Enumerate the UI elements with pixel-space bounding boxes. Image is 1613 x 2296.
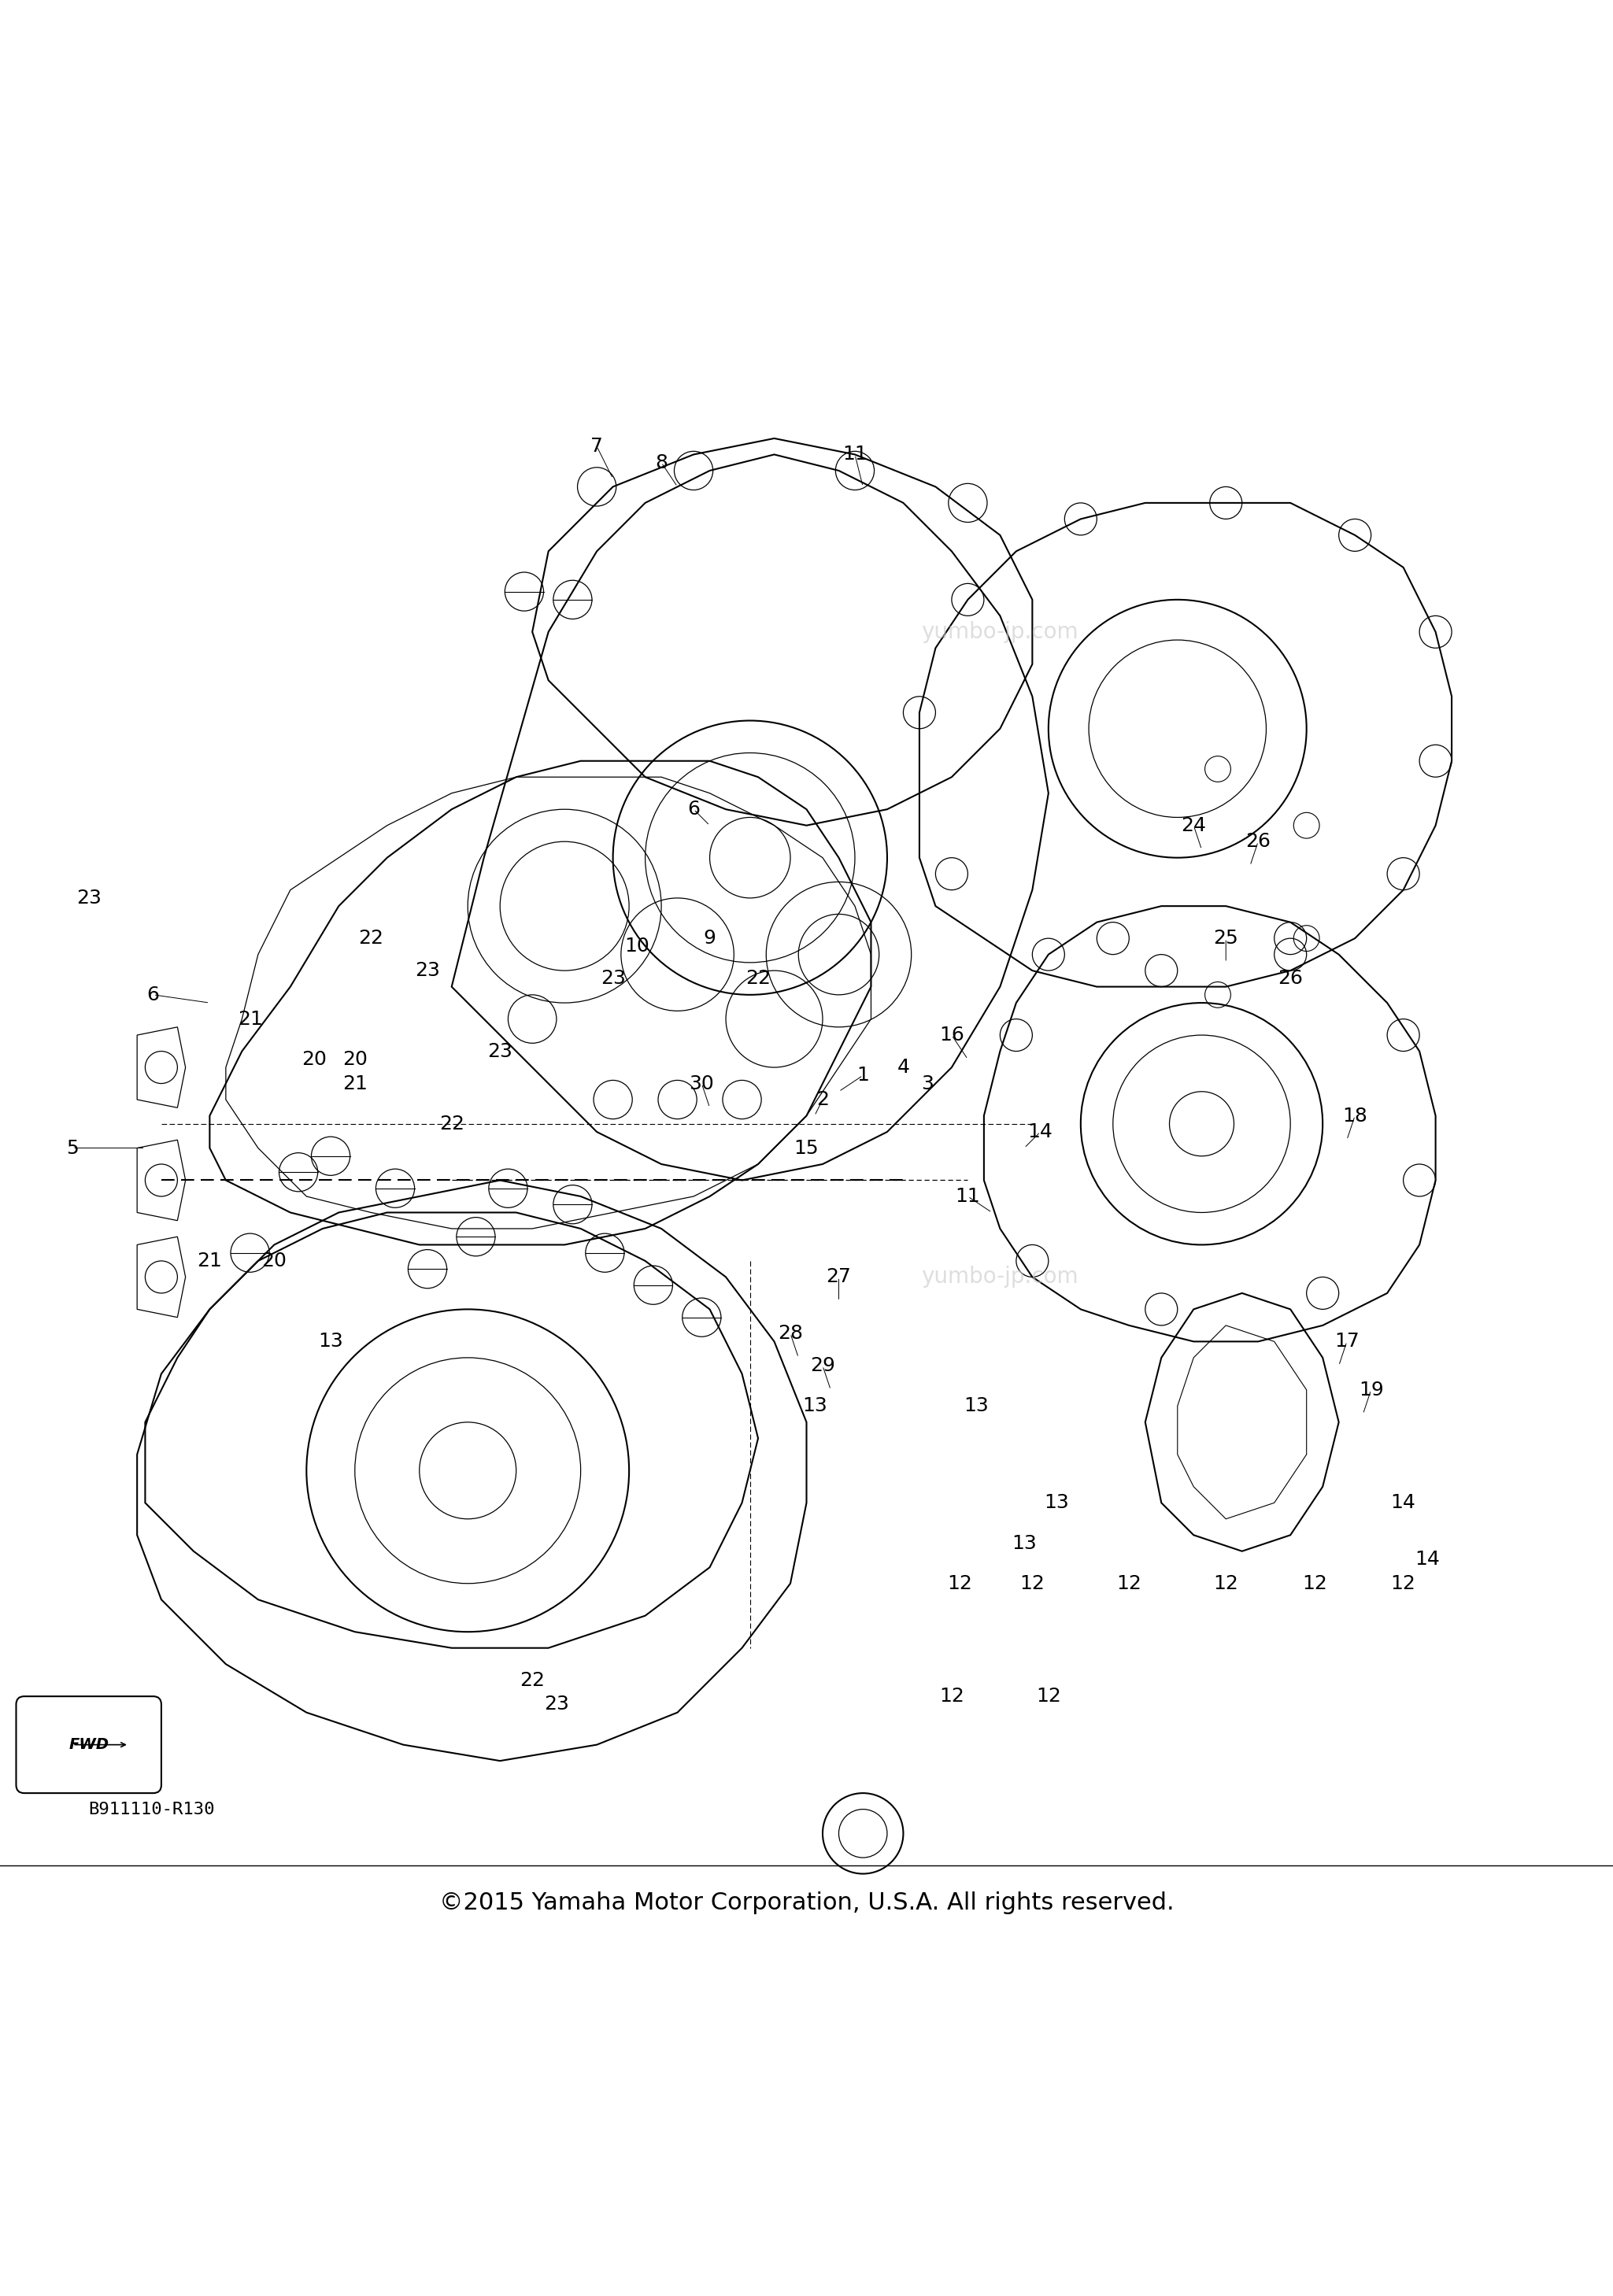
Text: 25: 25 (1213, 930, 1239, 948)
Text: 5: 5 (66, 1139, 79, 1157)
Text: 24: 24 (1181, 815, 1207, 836)
Text: 17: 17 (1334, 1332, 1360, 1350)
Text: 20: 20 (261, 1251, 287, 1270)
Text: 13: 13 (318, 1332, 344, 1350)
Text: 12: 12 (947, 1575, 973, 1593)
Text: 4: 4 (897, 1058, 910, 1077)
Text: 23: 23 (600, 969, 626, 987)
Text: 13: 13 (1044, 1492, 1069, 1513)
Text: 15: 15 (794, 1139, 819, 1157)
Text: 18: 18 (1342, 1107, 1368, 1125)
Text: 6: 6 (147, 985, 160, 1003)
Text: 26: 26 (1245, 831, 1271, 852)
Text: 23: 23 (76, 889, 102, 907)
Text: 30: 30 (689, 1075, 715, 1093)
Text: yumbo-jp.com: yumbo-jp.com (921, 1265, 1079, 1288)
Text: 12: 12 (1390, 1575, 1416, 1593)
Text: 8: 8 (655, 452, 668, 473)
Text: 22: 22 (745, 969, 771, 987)
Text: ©2015 Yamaha Motor Corporation, U.S.A. All rights reserved.: ©2015 Yamaha Motor Corporation, U.S.A. A… (439, 1892, 1174, 1915)
Text: 11: 11 (842, 445, 868, 464)
Text: 19: 19 (1358, 1380, 1384, 1398)
Text: 12: 12 (1019, 1575, 1045, 1593)
Text: 3: 3 (921, 1075, 934, 1093)
Text: 12: 12 (1302, 1575, 1327, 1593)
Text: FWD: FWD (69, 1738, 108, 1752)
Text: 12: 12 (1213, 1575, 1239, 1593)
Text: 26: 26 (1277, 969, 1303, 987)
Text: 28: 28 (777, 1325, 803, 1343)
Text: 13: 13 (802, 1396, 827, 1417)
Text: 12: 12 (1036, 1688, 1061, 1706)
Text: 1: 1 (857, 1065, 869, 1086)
Text: 7: 7 (590, 436, 603, 457)
Text: 12: 12 (1116, 1575, 1142, 1593)
Text: 21: 21 (342, 1075, 368, 1093)
Text: 14: 14 (1415, 1550, 1440, 1568)
Text: 22: 22 (439, 1114, 465, 1134)
Text: 14: 14 (1027, 1123, 1053, 1141)
Text: 20: 20 (302, 1049, 327, 1068)
Text: 21: 21 (237, 1010, 263, 1029)
Text: 23: 23 (544, 1694, 569, 1713)
Text: 20: 20 (342, 1049, 368, 1068)
Text: 13: 13 (963, 1396, 989, 1417)
Text: 10: 10 (624, 937, 650, 955)
Text: 21: 21 (197, 1251, 223, 1270)
Text: 13: 13 (1011, 1534, 1037, 1552)
Text: 27: 27 (826, 1267, 852, 1286)
Text: 2: 2 (816, 1091, 829, 1109)
Text: 12: 12 (939, 1688, 965, 1706)
Text: 23: 23 (415, 962, 440, 980)
Text: yumbo-jp.com: yumbo-jp.com (921, 620, 1079, 643)
Text: 29: 29 (810, 1357, 836, 1375)
Text: B911110-R130: B911110-R130 (89, 1802, 215, 1816)
Text: 22: 22 (519, 1671, 545, 1690)
Text: 22: 22 (358, 930, 384, 948)
Text: 23: 23 (487, 1042, 513, 1061)
Text: 9: 9 (703, 930, 716, 948)
Text: 11: 11 (955, 1187, 981, 1205)
Text: 16: 16 (939, 1026, 965, 1045)
Text: 14: 14 (1390, 1492, 1416, 1513)
Text: 6: 6 (687, 799, 700, 820)
